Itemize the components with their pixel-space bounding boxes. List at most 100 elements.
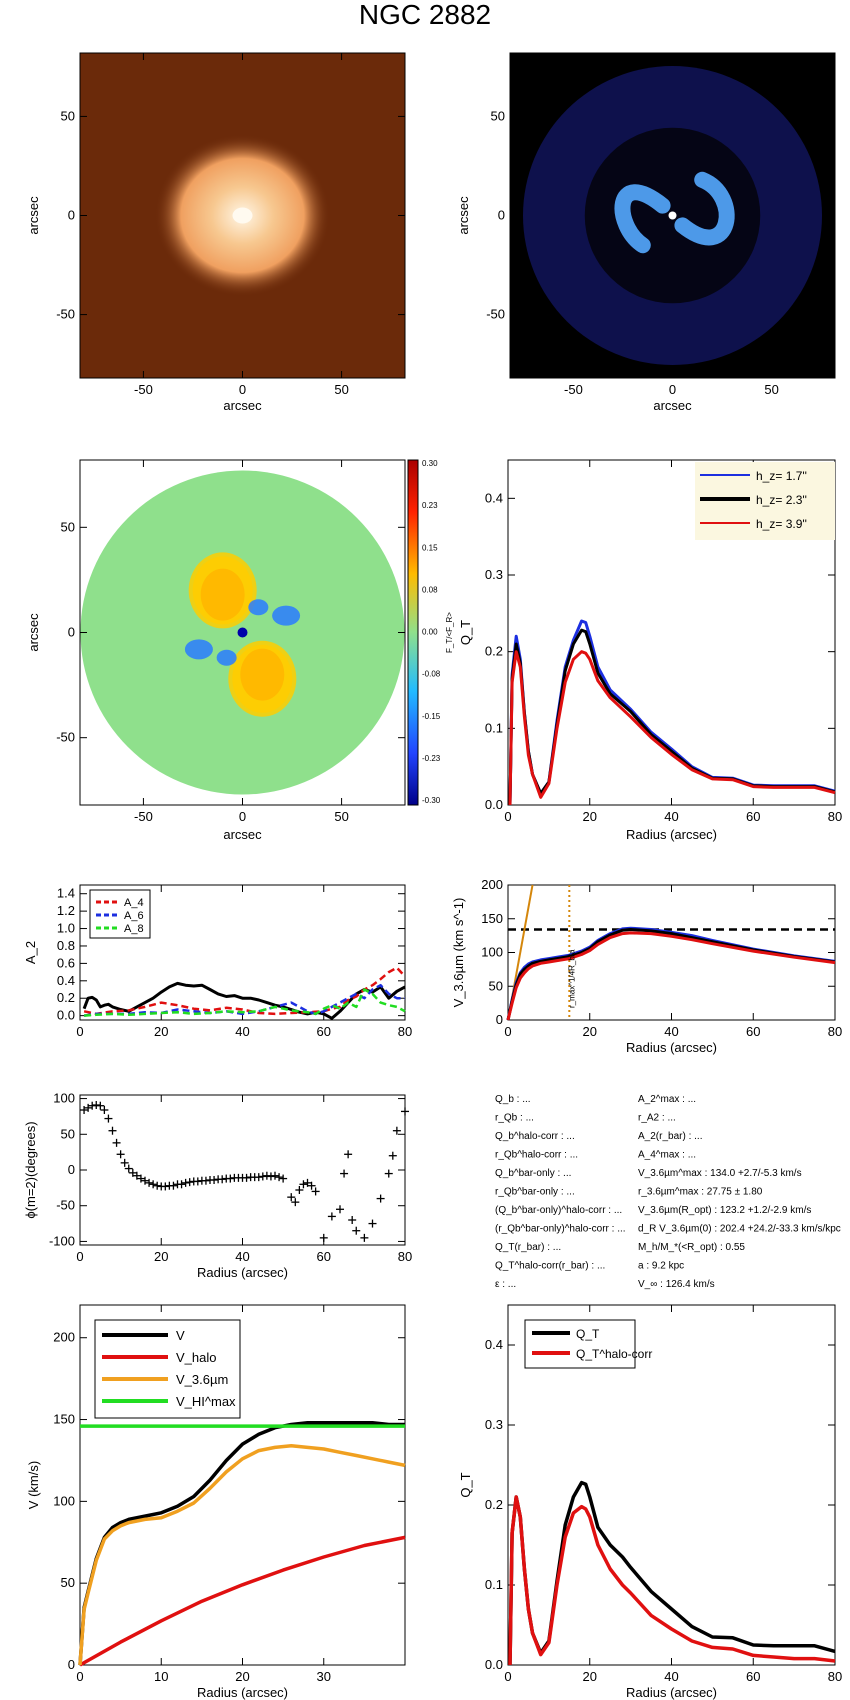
data-point	[116, 1150, 125, 1159]
panel-p10: 0 20 40 60 80 0.0 0.1 0.2 0.3 0.4 Q_T Q_T^halo-corr…	[458, 1304, 842, 1700]
axes-frame	[507, 884, 836, 1021]
y-axis-label: arcsec	[26, 613, 41, 652]
param-left: Q_b : ...	[495, 1094, 531, 1105]
param-left: Q_b^halo-corr : ...	[495, 1131, 575, 1142]
y-tick-label: 50	[61, 1126, 75, 1141]
y-tick-label: -50	[56, 1198, 75, 1213]
param-right: A_4^max : ...	[638, 1150, 696, 1161]
data-point	[360, 1233, 369, 1242]
y-tick-label: 1.4	[57, 886, 75, 901]
colorbar-tick-label: 0.08	[422, 585, 438, 594]
data-point	[201, 1176, 210, 1185]
colorbar	[407, 459, 419, 806]
x-tick-label: 50	[764, 382, 778, 397]
panel-p1: -50 0 50 -50 0 50 arcsec arcsec	[26, 52, 406, 413]
panel-p7: 0 20 40 60 80 -100 -50 0 50 100 Radius (arcsec) ϕ(m…	[23, 1091, 412, 1280]
data-point	[88, 1101, 97, 1110]
data-point	[177, 1180, 186, 1189]
x-tick-label: 80	[828, 1024, 842, 1039]
y-tick-label: 0.1	[485, 720, 503, 735]
data-point	[128, 1168, 137, 1177]
param-left: Q_T^halo-corr(r_bar) : ...	[495, 1261, 605, 1272]
x-tick-label: 0	[669, 382, 676, 397]
x-tick-label: 20	[154, 1024, 168, 1039]
x-tick-label: 0	[76, 1669, 83, 1684]
series-line	[508, 1495, 836, 1666]
x-tick-label: 50	[334, 809, 348, 824]
data-point	[307, 1181, 316, 1190]
legend-label: h_z= 1.7''	[756, 469, 807, 483]
y-tick-label: 0	[498, 208, 505, 223]
x-tick-label: 40	[235, 1249, 249, 1264]
param-right: d_R V_3.6µm(0) : 202.4 +24.2/-33.3 km/s/…	[638, 1224, 841, 1235]
panel-p3: -50 0 50 -50 0 50 arcsec arcsec 0.30 0.23 0.15 0.08…	[26, 459, 454, 842]
x-tick-label: 20	[583, 1024, 597, 1039]
legend-label: V_3.6µm	[176, 1372, 228, 1387]
y-tick-label: -50	[486, 307, 505, 322]
data-point	[311, 1187, 320, 1196]
x-tick-label: -50	[564, 382, 583, 397]
data-point	[344, 1150, 353, 1159]
data-point	[218, 1175, 227, 1184]
data-point	[352, 1226, 361, 1235]
colorbar-tick-label: -0.08	[422, 670, 441, 679]
data-point	[303, 1178, 312, 1187]
panel-p2: -50 0 50 -50 0 50 arcsec arcsec	[456, 52, 836, 413]
series-line	[78, 1443, 406, 1666]
data-point	[120, 1158, 129, 1167]
x-tick-label: 60	[317, 1249, 331, 1264]
x-tick-label: 60	[746, 1669, 760, 1684]
x-tick-label: 0	[76, 1249, 83, 1264]
param-left: ε : ...	[495, 1279, 516, 1290]
data-point	[279, 1174, 288, 1183]
y-tick-label: 0	[68, 625, 75, 640]
colorbar-tick-label: -0.15	[422, 712, 441, 721]
y-tick-label: 200	[481, 877, 503, 892]
y-tick-label: 0	[68, 208, 75, 223]
x-tick-label: 0	[76, 1024, 83, 1039]
legend-label: h_z= 3.9''	[756, 517, 807, 531]
data-point	[295, 1186, 304, 1194]
center-dot	[237, 627, 248, 638]
x-tick-label: -50	[134, 809, 153, 824]
data-point	[210, 1176, 219, 1184]
center-dot	[668, 211, 677, 220]
y-tick-label: 50	[61, 519, 75, 534]
y-tick-label: 100	[53, 1493, 75, 1508]
x-tick-label: 0	[239, 809, 246, 824]
data-point	[108, 1126, 117, 1135]
data-point	[336, 1205, 344, 1214]
y-tick-label: 150	[53, 1412, 75, 1427]
data-point	[319, 1233, 328, 1242]
y-tick-label: 0.1	[485, 1577, 503, 1592]
y-tick-label: -50	[56, 307, 75, 322]
param-right: r_A2 : ...	[638, 1113, 676, 1124]
data-point	[242, 1173, 251, 1182]
legend-label: V	[176, 1328, 185, 1343]
y-tick-label: 0.2	[485, 644, 503, 659]
x-axis-label: Radius (arcsec)	[626, 1040, 717, 1055]
y-tick-label: 200	[53, 1330, 75, 1345]
legend-label: V_halo	[176, 1350, 216, 1365]
y-tick-label: 0	[68, 1162, 75, 1177]
x-tick-label: 0	[504, 1669, 511, 1684]
series-line	[79, 1535, 406, 1667]
legend-box	[524, 1319, 636, 1369]
y-axis-label: arcsec	[456, 196, 471, 235]
data-point	[100, 1106, 109, 1114]
force-lobe	[184, 639, 213, 660]
series-line	[84, 988, 406, 1017]
x-axis-label: Radius (arcsec)	[197, 1265, 288, 1280]
data-point	[368, 1219, 377, 1228]
x-tick-label: 80	[398, 1249, 412, 1264]
y-tick-label: 0.3	[485, 567, 503, 582]
force-lobe	[232, 644, 293, 713]
x-axis-label: arcsec	[653, 398, 692, 413]
x-tick-label: 80	[828, 1669, 842, 1684]
x-tick-label: 20	[583, 1669, 597, 1684]
x-tick-label: 60	[746, 809, 760, 824]
param-left: Q_b^bar-only : ...	[495, 1168, 571, 1179]
param-right: M_h/M_*(<R_opt) : 0.55	[638, 1242, 745, 1253]
x-tick-label: 0	[239, 382, 246, 397]
